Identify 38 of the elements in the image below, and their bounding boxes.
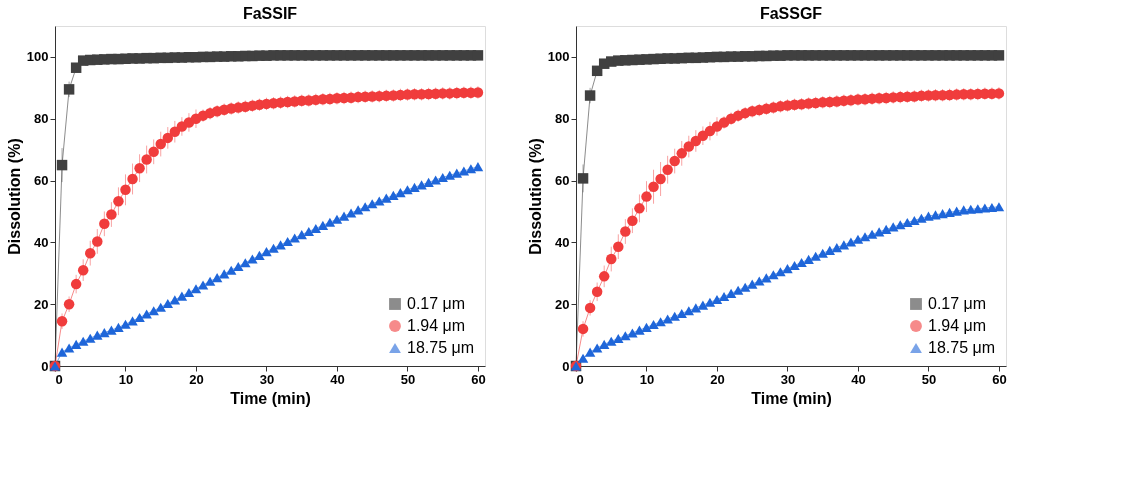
y-tick-label: 100	[26, 49, 49, 65]
x-tick-label: 0	[576, 371, 584, 387]
y-axis-title: Dissolution (%)	[5, 138, 23, 255]
x-tick-label: 60	[992, 371, 1007, 387]
y-tick-label: 40	[34, 234, 49, 250]
legend-label: 0.17 μm	[407, 295, 466, 312]
x-tick-label: 30	[259, 371, 275, 387]
x-tick-label: 50	[400, 371, 416, 387]
x-axis-title: Time (min)	[751, 389, 832, 407]
chart-title: FaSSGF	[759, 5, 823, 22]
legend-label: 1.94 μm	[407, 317, 466, 334]
y-tick-label: 0	[562, 358, 570, 374]
x-tick-label: 20	[189, 371, 204, 387]
y-tick-label: 60	[34, 173, 49, 189]
chart-title: FaSSIF	[242, 5, 298, 22]
x-tick-label: 60	[471, 371, 486, 387]
x-tick-label: 10	[639, 371, 655, 387]
x-tick-label: 30	[780, 371, 796, 387]
y-tick-label: 100	[547, 49, 570, 65]
x-axis-title: Time (min)	[230, 389, 311, 407]
legend-label: 1.94 μm	[928, 317, 987, 334]
y-tick-label: 20	[555, 296, 570, 312]
legend-label: 0.17 μm	[928, 295, 987, 312]
x-tick-label: 20	[710, 371, 725, 387]
y-axis-title: Dissolution (%)	[526, 138, 544, 255]
x-tick-label: 10	[118, 371, 134, 387]
x-tick-label: 40	[851, 371, 866, 387]
y-tick-label: 40	[555, 234, 570, 250]
y-tick-label: 0	[41, 358, 49, 374]
x-tick-label: 0	[55, 371, 63, 387]
y-tick-label: 80	[34, 111, 49, 127]
y-tick-label: 60	[555, 173, 570, 189]
y-tick-label: 20	[34, 296, 49, 312]
x-tick-label: 40	[330, 371, 345, 387]
legend-label: 18.75 μm	[407, 339, 475, 356]
legend-label: 18.75 μm	[928, 339, 996, 356]
x-tick-label: 50	[921, 371, 937, 387]
y-tick-label: 80	[555, 111, 570, 127]
